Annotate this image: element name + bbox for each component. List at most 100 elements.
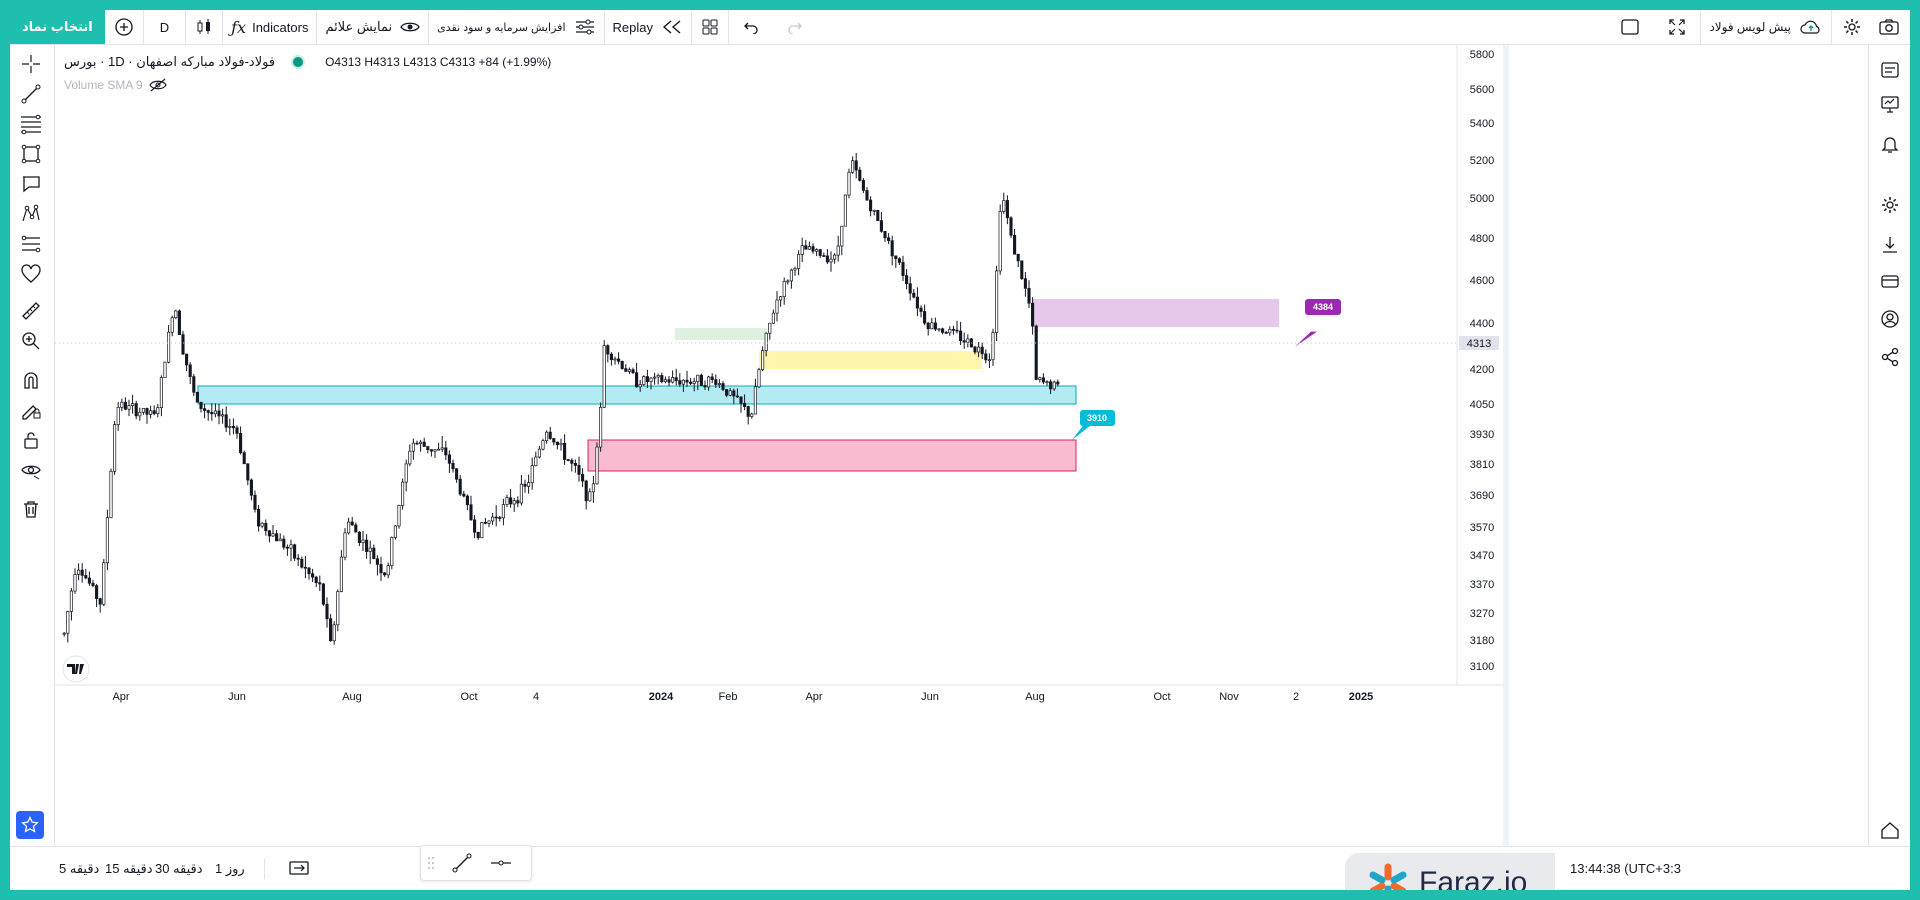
layouts-button[interactable] bbox=[692, 10, 729, 44]
lock-pencil-icon[interactable] bbox=[16, 395, 46, 425]
candle-up bbox=[602, 345, 606, 408]
fib-icon[interactable] bbox=[16, 109, 46, 139]
interval-button[interactable]: D bbox=[144, 10, 187, 44]
eye-visibility-icon[interactable] bbox=[16, 455, 46, 485]
indicators-button[interactable]: ƒx Indicators bbox=[223, 10, 318, 44]
magnet-icon[interactable] bbox=[16, 365, 46, 395]
candle-down bbox=[570, 459, 574, 464]
time-tick-label: 4 bbox=[533, 691, 539, 703]
lower-price-callout[interactable] bbox=[1080, 410, 1115, 426]
redo-icon bbox=[788, 22, 802, 34]
eye-hidden-icon[interactable] bbox=[149, 78, 167, 92]
quick-horizontal-line-icon[interactable] bbox=[489, 852, 513, 877]
measure-icon[interactable] bbox=[16, 229, 46, 259]
heart-icon[interactable] bbox=[16, 259, 46, 289]
yellow-zone[interactable] bbox=[759, 351, 982, 369]
chart-type-button[interactable] bbox=[186, 10, 224, 44]
candles-icon bbox=[197, 19, 211, 34]
demand-zone-pink[interactable] bbox=[587, 439, 1077, 472]
candle-down bbox=[894, 255, 898, 260]
candle-down bbox=[635, 372, 639, 388]
pre-open-button[interactable]: پیش لویس فولاد bbox=[1701, 10, 1832, 44]
timeframe-30m[interactable]: 30 دقیقه bbox=[155, 861, 203, 876]
candle-down bbox=[264, 522, 268, 532]
drag-handle-icon[interactable] bbox=[427, 855, 435, 874]
symbol-title[interactable]: فولاد-فولاد مبارکه اصفهان · 1D · بورس bbox=[64, 54, 276, 69]
candle-down bbox=[206, 410, 210, 413]
candle-down bbox=[455, 468, 459, 480]
capital-increase-label: افزایش سرمایه و سود نقدی bbox=[437, 21, 566, 34]
settings-icon[interactable] bbox=[1875, 190, 1905, 220]
support-zone-cyan[interactable] bbox=[197, 385, 1077, 405]
trash-icon[interactable] bbox=[16, 494, 46, 524]
candle-down bbox=[516, 500, 520, 504]
alert-icon[interactable] bbox=[1875, 129, 1905, 159]
share-icon[interactable] bbox=[1875, 342, 1905, 372]
trend-line-icon[interactable] bbox=[16, 79, 46, 109]
undo-button[interactable] bbox=[729, 10, 773, 44]
watchlist-icon[interactable] bbox=[1875, 55, 1905, 85]
candle-up bbox=[501, 504, 505, 519]
pattern-icon[interactable] bbox=[16, 199, 46, 229]
candle-down bbox=[246, 463, 250, 481]
lock-icon[interactable] bbox=[16, 425, 46, 455]
ruler-icon[interactable] bbox=[16, 296, 46, 326]
date-range-icon[interactable] bbox=[288, 858, 310, 881]
monitor-icon[interactable] bbox=[1875, 89, 1905, 119]
price-tick-label: 5800 bbox=[1470, 49, 1494, 61]
screenshot-button[interactable] bbox=[1872, 10, 1910, 44]
zoom-icon[interactable] bbox=[16, 326, 46, 356]
favorites-star-icon[interactable] bbox=[16, 811, 44, 839]
capital-increase-button[interactable]: افزایش سرمایه و سود نقدی bbox=[429, 10, 605, 44]
show-signs-button[interactable]: نمایش علائم bbox=[317, 10, 430, 44]
timeframe-5m[interactable]: 5 دقیقه bbox=[59, 861, 100, 876]
lavender-zone[interactable] bbox=[1032, 299, 1279, 327]
candle-up bbox=[793, 268, 797, 271]
candle-up bbox=[847, 171, 851, 196]
volume-sma-label[interactable]: Volume SMA 9 bbox=[64, 78, 143, 92]
candle-down bbox=[879, 220, 883, 232]
download-icon[interactable] bbox=[1875, 230, 1905, 260]
candle-up bbox=[771, 312, 775, 324]
candle-up bbox=[541, 440, 545, 450]
settings-top-button[interactable] bbox=[1832, 10, 1872, 44]
timeframe-15m[interactable]: 15 دقیقه bbox=[105, 861, 153, 876]
candle-up bbox=[840, 225, 844, 247]
candle-down bbox=[739, 396, 743, 404]
fullscreen-button[interactable] bbox=[1654, 10, 1702, 44]
candle-down bbox=[1027, 287, 1031, 304]
upper-price-callout[interactable] bbox=[1305, 299, 1341, 315]
candle-down bbox=[984, 353, 988, 361]
card-icon[interactable] bbox=[1875, 266, 1905, 296]
candle-up bbox=[120, 401, 124, 408]
symbol-search-button[interactable]: انتخاب نماد bbox=[10, 10, 105, 44]
add-symbol-button[interactable] bbox=[105, 10, 144, 44]
candle-up bbox=[397, 505, 401, 527]
green-zone[interactable] bbox=[675, 328, 767, 340]
clock-readout[interactable]: 13:44:38 (UTC+3:3 bbox=[1570, 861, 1681, 876]
candle-down bbox=[354, 524, 358, 533]
candle-up bbox=[671, 377, 675, 383]
candle-up bbox=[408, 450, 412, 465]
timeframe-1d[interactable]: 1 روز bbox=[215, 861, 245, 876]
candle-up bbox=[696, 374, 700, 382]
home-icon[interactable] bbox=[1875, 815, 1905, 845]
upper-callout-label: 4384 bbox=[1313, 302, 1333, 312]
callout-icon[interactable] bbox=[16, 169, 46, 199]
account-icon[interactable] bbox=[1875, 304, 1905, 334]
rectangle-icon[interactable] bbox=[16, 139, 46, 169]
candle-up bbox=[789, 269, 793, 282]
candle-up bbox=[833, 254, 837, 260]
candle-down bbox=[1034, 325, 1038, 380]
price-axis[interactable] bbox=[1457, 45, 1503, 685]
replay-button[interactable]: Replay bbox=[605, 10, 692, 44]
candle-down bbox=[494, 516, 498, 519]
fullscreen-layout-button[interactable] bbox=[1606, 10, 1654, 44]
ohlc-values: O4313 H4313 L4313 C4313 +84 (+1.99%) bbox=[325, 55, 552, 69]
crosshair-icon[interactable] bbox=[16, 49, 46, 79]
quick-trend-line-icon[interactable] bbox=[451, 852, 473, 877]
redo-button[interactable] bbox=[773, 10, 817, 44]
tradingview-logo-icon[interactable] bbox=[62, 655, 90, 683]
candle-up bbox=[77, 569, 81, 575]
